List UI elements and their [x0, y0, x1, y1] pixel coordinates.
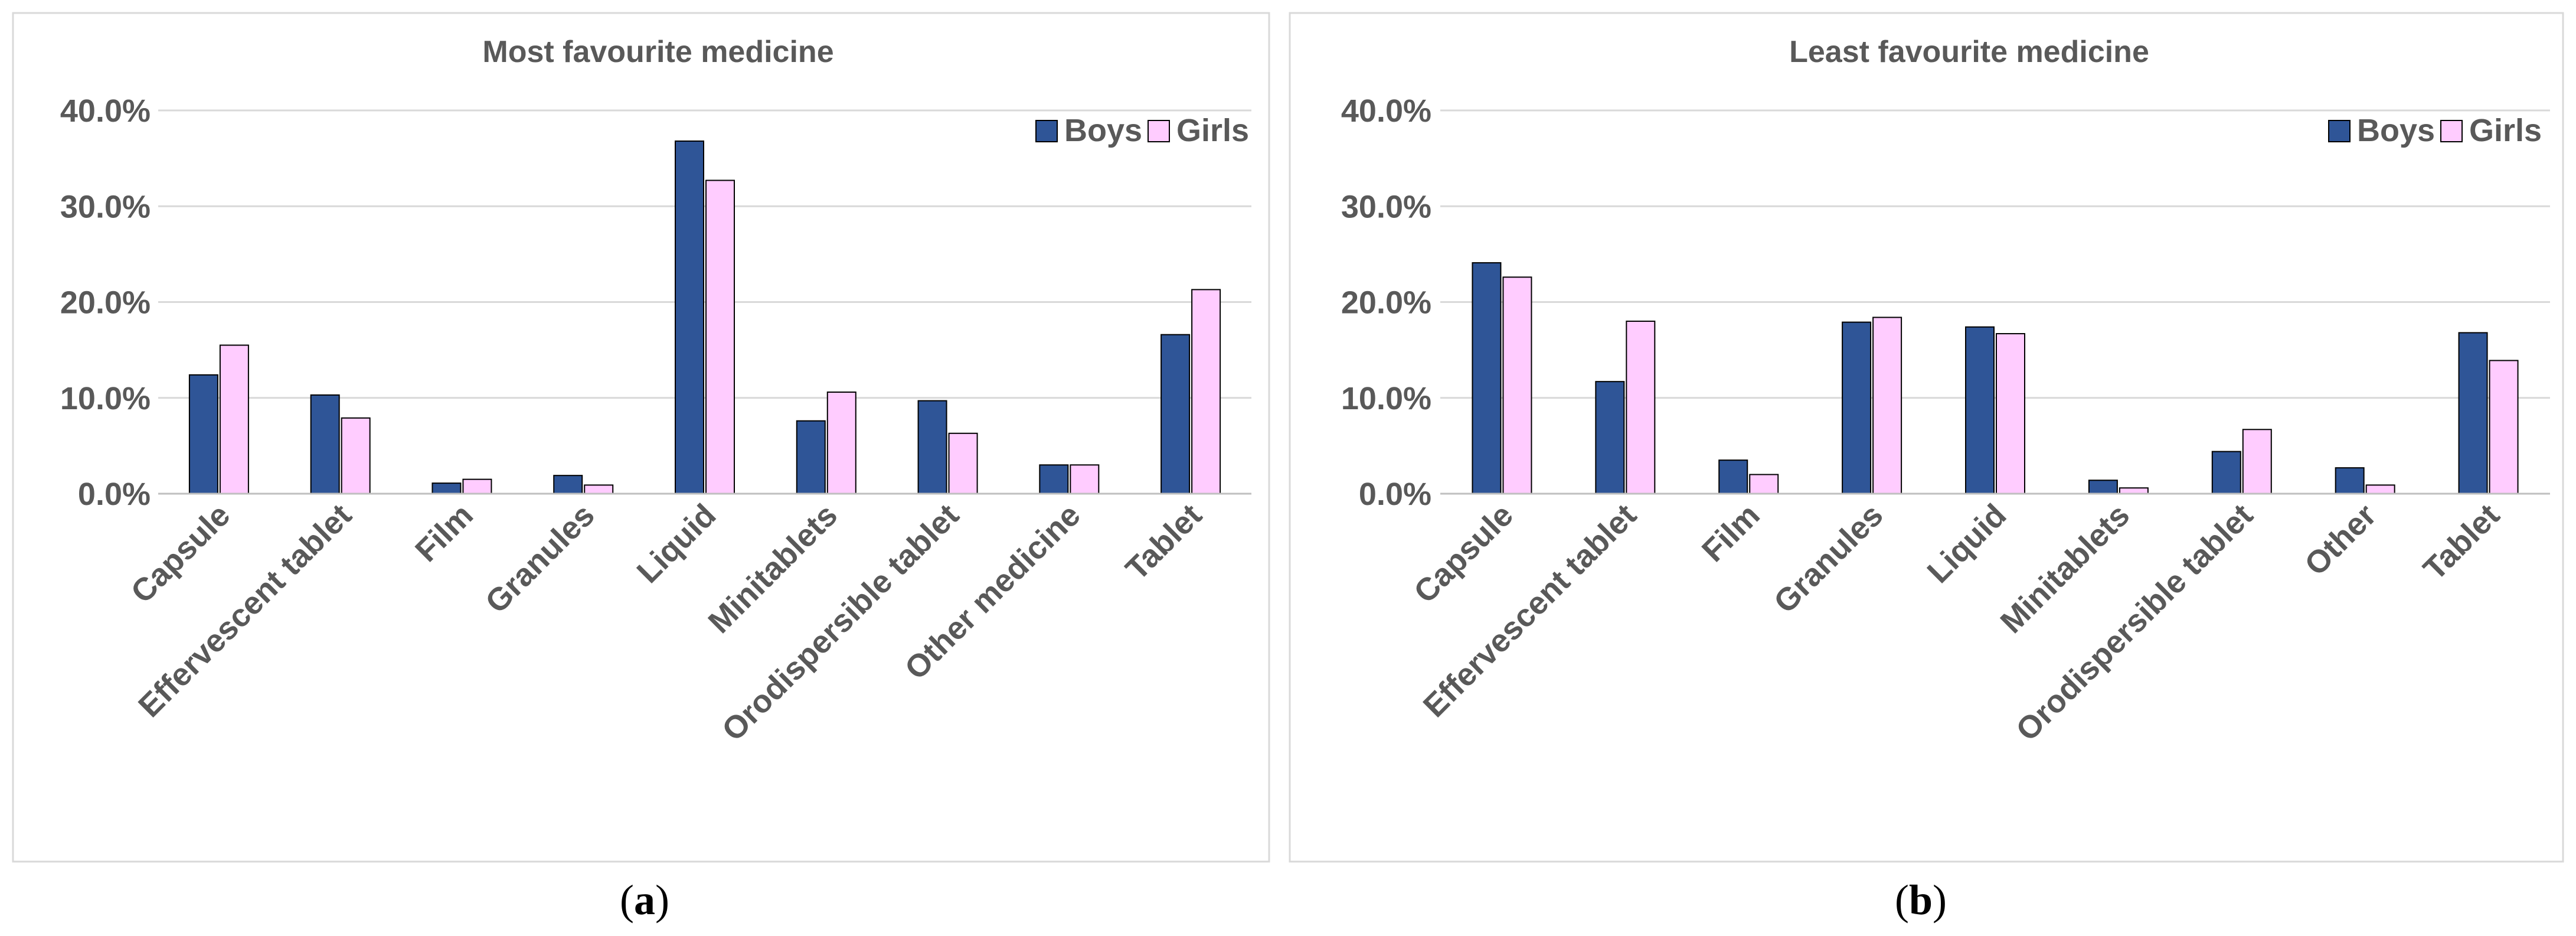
legend-label-boys: Boys — [1064, 113, 1142, 148]
y-tick-label: 30.0% — [1341, 189, 1431, 224]
bar-boys-effervescent-tablet — [310, 394, 340, 494]
bar-boys-liquid — [675, 140, 704, 495]
bar-boys-liquid — [1965, 326, 1995, 494]
chart-title: Least favourite medicine — [1789, 35, 2149, 69]
caption-close-paren: ) — [1933, 876, 1947, 924]
bar-boys-film — [431, 482, 462, 495]
y-tick-label: 0.0% — [78, 477, 151, 512]
y-tick-label: 40.0% — [60, 93, 151, 129]
y-tick-label: 30.0% — [60, 189, 151, 224]
bar-boys-granules — [1842, 321, 1872, 494]
bar-girls-effervescent-tablet — [1626, 320, 1656, 494]
legend: Boys Girls — [1035, 113, 1249, 148]
chart-frame — [1289, 12, 2564, 863]
y-tick-label: 40.0% — [1341, 93, 1431, 129]
y-tick-label: 0.0% — [1359, 477, 1431, 512]
chart-panel-a: Most favourite medicine 0.0% 10.0% 20.0% 30.… — [12, 12, 1270, 924]
caption-letter: a — [634, 876, 655, 924]
y-tick-label: 10.0% — [1341, 381, 1431, 416]
bar-girls-orodispersible-tablet — [948, 432, 978, 494]
chart-title: Most favourite medicine — [482, 35, 833, 69]
bar-girls-minitablets — [826, 392, 857, 495]
y-tick-label: 20.0% — [60, 285, 151, 321]
bar-girls-granules — [584, 484, 614, 495]
bar-girls-effervescent-tablet — [341, 417, 371, 495]
bar-boys-tablet — [1160, 334, 1191, 494]
caption-letter: b — [1909, 876, 1933, 924]
panel-caption: (a) — [620, 876, 669, 924]
bar-boys-capsule — [1472, 262, 1502, 494]
bar-boys-capsule — [188, 374, 218, 494]
bar-boys-minitablets — [2088, 480, 2118, 494]
bar-boys-granules — [553, 475, 583, 494]
bar-girls-capsule — [219, 344, 249, 495]
legend: Boys Girls — [2328, 113, 2542, 148]
bar-boys-other-medicine — [1039, 464, 1069, 495]
legend-label-girls: Girls — [2469, 113, 2542, 148]
bar-girls-other-medicine — [1070, 464, 1100, 495]
caption-close-paren: ) — [655, 876, 669, 924]
legend-swatch-girls — [2440, 120, 2463, 142]
legend-swatch-boys — [1035, 120, 1058, 142]
caption-open-paren: ( — [1895, 876, 1909, 924]
bar-girls-other — [2365, 484, 2395, 495]
bar-girls-liquid — [1996, 333, 2025, 494]
legend-label-boys: Boys — [2357, 113, 2435, 148]
bar-boys-tablet — [2458, 332, 2488, 494]
bar-boys-orodispersible-tablet — [2211, 451, 2241, 494]
legend-swatch-boys — [2328, 120, 2351, 142]
bar-girls-tablet — [2489, 360, 2519, 494]
y-tick-label: 10.0% — [60, 381, 151, 416]
panel-caption: (b) — [1895, 876, 1947, 924]
bar-girls-film — [1749, 474, 1779, 494]
bar-girls-liquid — [705, 180, 735, 494]
legend-swatch-girls — [1148, 120, 1170, 142]
legend-label-girls: Girls — [1176, 113, 1249, 148]
bar-girls-capsule — [1502, 276, 1532, 494]
bar-boys-effervescent-tablet — [1595, 381, 1625, 494]
bar-girls-tablet — [1191, 289, 1221, 494]
y-tick-label: 20.0% — [1341, 285, 1431, 321]
caption-open-paren: ( — [620, 876, 634, 924]
bar-boys-film — [1718, 459, 1748, 495]
chart-panel-b: Least favourite medicine 0.0% 10.0% 20.0% 30… — [1289, 12, 2564, 924]
bar-girls-film — [462, 478, 492, 494]
bar-boys-minitablets — [796, 420, 826, 494]
bar-boys-other — [2335, 467, 2365, 495]
bar-girls-granules — [1872, 317, 1902, 495]
bar-boys-orodispersible-tablet — [917, 400, 947, 494]
bar-girls-orodispersible-tablet — [2242, 429, 2272, 494]
